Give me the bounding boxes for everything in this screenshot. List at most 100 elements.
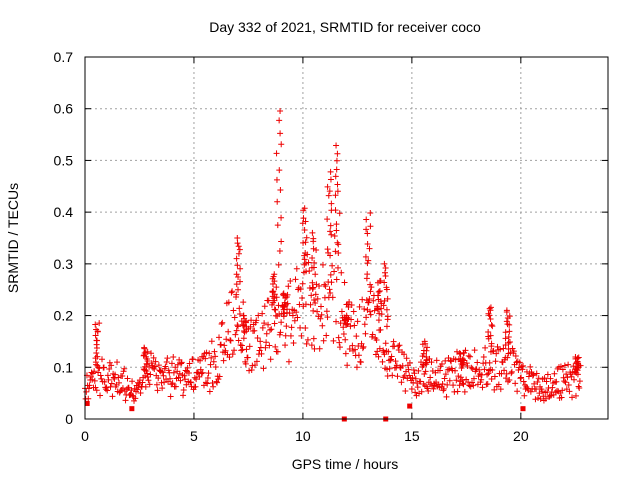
data-point bbox=[409, 374, 416, 381]
data-point bbox=[336, 339, 343, 346]
data-point bbox=[351, 346, 358, 353]
data-point bbox=[333, 318, 340, 325]
data-point bbox=[261, 303, 268, 310]
data-point bbox=[93, 326, 100, 333]
data-point bbox=[485, 328, 492, 335]
data-point bbox=[345, 304, 352, 311]
data-point bbox=[337, 320, 344, 327]
data-point bbox=[321, 281, 328, 288]
data-point bbox=[144, 358, 151, 365]
data-point bbox=[156, 367, 163, 374]
data-point bbox=[287, 332, 294, 339]
data-point bbox=[309, 229, 316, 236]
data-point bbox=[115, 379, 122, 386]
data-point bbox=[410, 366, 417, 373]
data-point bbox=[388, 353, 395, 360]
data-point bbox=[309, 254, 316, 261]
data-point bbox=[572, 353, 579, 360]
data-point bbox=[335, 264, 342, 271]
data-point bbox=[273, 150, 280, 157]
data-point bbox=[313, 247, 320, 253]
data-point bbox=[335, 241, 342, 248]
data-point bbox=[210, 358, 217, 365]
data-point bbox=[92, 321, 99, 328]
data-point bbox=[474, 359, 481, 366]
data-point bbox=[221, 342, 228, 349]
data-point bbox=[322, 283, 329, 290]
data-point bbox=[242, 360, 249, 367]
data-point bbox=[359, 345, 366, 352]
data-point bbox=[375, 296, 382, 303]
data-point bbox=[155, 362, 162, 369]
data-point bbox=[271, 297, 278, 304]
data-point bbox=[302, 324, 309, 331]
data-point bbox=[285, 283, 292, 290]
data-point bbox=[426, 355, 433, 362]
data-point bbox=[234, 240, 241, 247]
data-point bbox=[178, 359, 185, 366]
data-point bbox=[276, 167, 283, 174]
data-point bbox=[377, 326, 384, 333]
data-point bbox=[269, 288, 276, 295]
data-point bbox=[105, 376, 112, 383]
data-point bbox=[175, 374, 182, 381]
data-point bbox=[381, 351, 388, 358]
data-point bbox=[572, 392, 579, 399]
data-point bbox=[269, 281, 276, 288]
data-point bbox=[479, 384, 486, 391]
data-point bbox=[240, 299, 247, 306]
data-point bbox=[305, 259, 312, 266]
data-point bbox=[504, 354, 511, 361]
data-point-min-marker bbox=[520, 406, 526, 412]
data-point bbox=[248, 317, 255, 324]
data-point bbox=[363, 226, 370, 233]
data-point bbox=[214, 379, 221, 386]
data-point bbox=[575, 354, 582, 361]
data-point bbox=[395, 343, 402, 350]
data-point bbox=[335, 250, 342, 257]
data-point bbox=[328, 279, 335, 286]
data-point bbox=[505, 345, 512, 352]
data-point bbox=[231, 347, 238, 354]
data-point bbox=[275, 261, 282, 268]
data-point bbox=[382, 264, 389, 271]
data-point bbox=[397, 364, 404, 371]
data-point bbox=[310, 307, 317, 314]
data-point bbox=[122, 397, 129, 404]
data-point bbox=[256, 347, 263, 354]
data-point bbox=[93, 349, 100, 356]
data-point bbox=[332, 173, 339, 180]
data-point bbox=[238, 342, 245, 349]
data-point bbox=[108, 362, 115, 369]
data-point bbox=[240, 335, 247, 342]
data-point bbox=[459, 363, 466, 370]
data-point bbox=[153, 381, 160, 388]
data-point bbox=[212, 363, 219, 370]
data-point bbox=[151, 363, 158, 370]
data-point bbox=[311, 345, 318, 352]
data-point bbox=[257, 338, 264, 345]
data-point bbox=[170, 354, 177, 361]
data-point bbox=[127, 391, 134, 398]
data-point bbox=[234, 262, 241, 269]
data-point bbox=[333, 221, 340, 228]
data-point bbox=[128, 387, 135, 394]
data-point bbox=[382, 269, 389, 276]
data-point bbox=[277, 187, 284, 194]
data-point bbox=[367, 209, 374, 216]
data-point bbox=[202, 355, 209, 362]
data-point bbox=[135, 384, 142, 391]
data-point bbox=[331, 232, 338, 239]
data-point bbox=[478, 371, 485, 378]
data-point bbox=[532, 396, 539, 403]
data-point bbox=[503, 370, 510, 377]
data-point bbox=[350, 308, 357, 315]
data-point bbox=[349, 342, 356, 349]
data-point bbox=[420, 347, 427, 354]
data-point bbox=[431, 382, 438, 389]
data-point bbox=[268, 326, 275, 333]
data-point bbox=[226, 354, 233, 361]
data-point bbox=[298, 332, 305, 339]
data-point bbox=[235, 243, 242, 250]
